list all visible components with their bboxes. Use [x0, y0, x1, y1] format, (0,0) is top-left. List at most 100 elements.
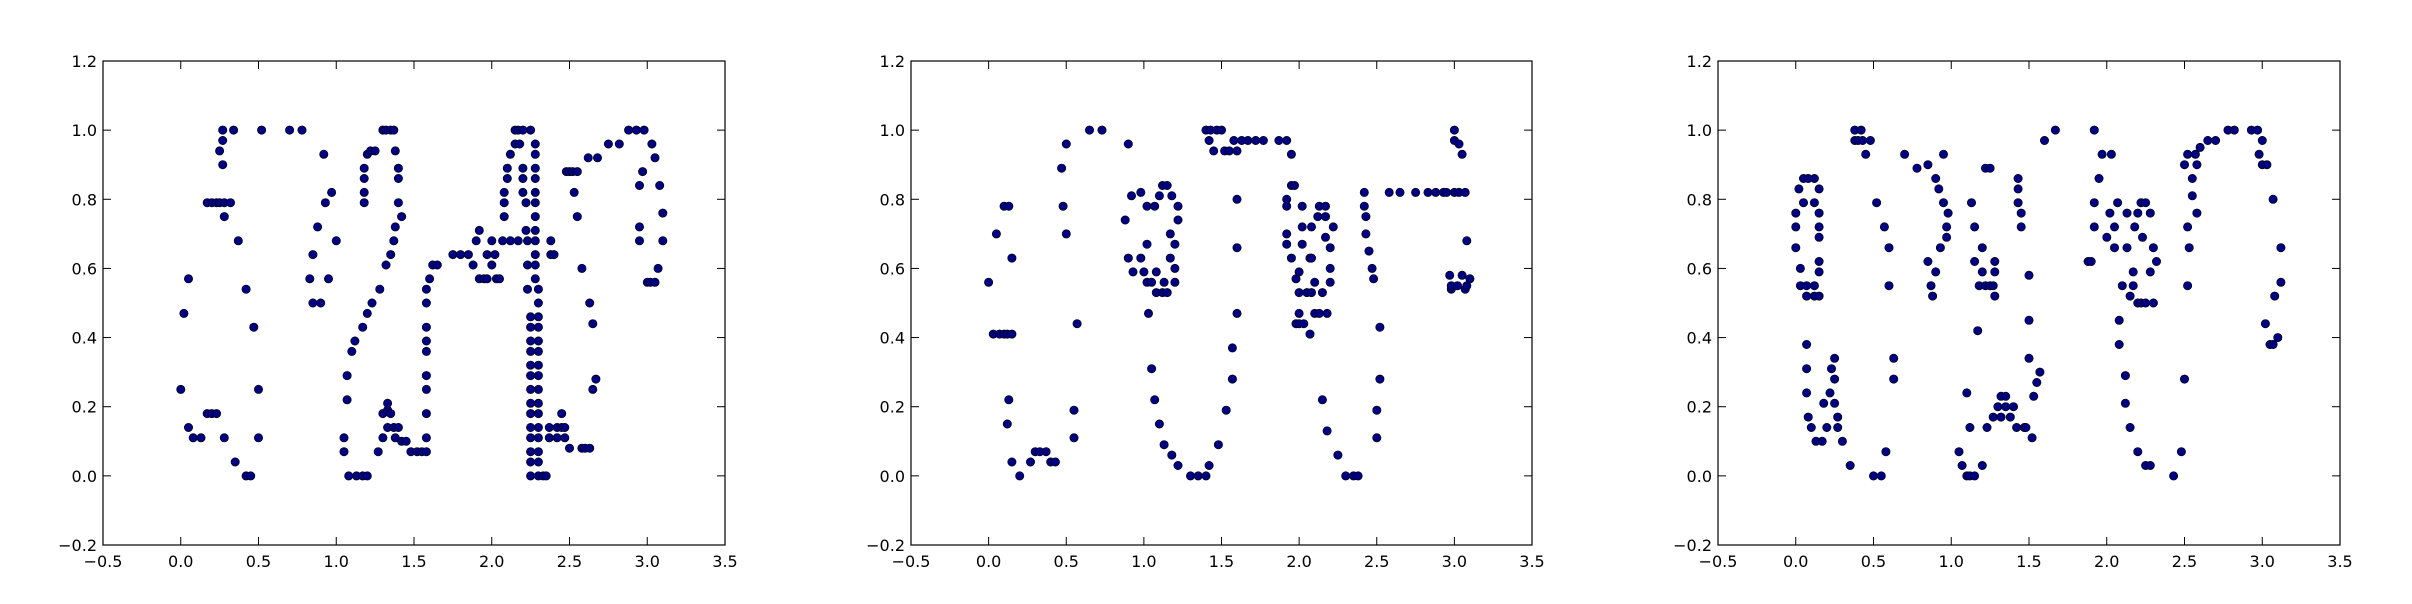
- data-point: [421, 371, 431, 381]
- data-point: [1317, 288, 1327, 298]
- data-point: [1286, 149, 1296, 159]
- data-point: [634, 181, 644, 191]
- data-point: [1861, 149, 1871, 159]
- data-point: [530, 260, 540, 270]
- data-point: [1007, 329, 1017, 339]
- data-point: [2148, 298, 2158, 308]
- data-point: [1809, 174, 1819, 184]
- data-point: [2040, 136, 2050, 146]
- data-point: [2024, 315, 2034, 325]
- y-tick-label: 0.6: [1687, 259, 1712, 278]
- data-point: [530, 163, 540, 173]
- data-point: [1993, 402, 2003, 412]
- y-tick-label: 1.2: [880, 52, 905, 71]
- data-point: [1162, 181, 1172, 191]
- data-point: [2089, 125, 2099, 135]
- data-point: [518, 187, 528, 197]
- data-point: [401, 436, 411, 446]
- data-point: [564, 443, 574, 453]
- data-point: [1136, 253, 1146, 263]
- data-point: [1845, 460, 1855, 470]
- data-point: [624, 125, 634, 135]
- data-point: [518, 125, 528, 135]
- data-point: [2145, 267, 2155, 277]
- data-point: [359, 198, 369, 208]
- data-point: [393, 174, 403, 184]
- data-point: [471, 236, 481, 246]
- data-point: [2141, 198, 2151, 208]
- x-tick-label: 1.5: [1209, 552, 1234, 571]
- data-point: [1814, 232, 1824, 242]
- data-point: [1809, 198, 1819, 208]
- data-point: [533, 409, 543, 419]
- data-point: [226, 198, 236, 208]
- data-point: [1333, 450, 1343, 460]
- data-point: [991, 229, 1001, 239]
- data-point: [591, 374, 601, 384]
- data-point: [518, 174, 528, 184]
- data-point: [592, 153, 602, 163]
- y-tick-label: 1.0: [72, 121, 97, 140]
- data-point: [1454, 139, 1464, 149]
- data-point: [257, 125, 267, 135]
- data-point: [526, 346, 536, 356]
- data-point: [1142, 201, 1152, 211]
- data-point: [1307, 288, 1317, 298]
- x-tick-label: −0.5: [1699, 552, 1738, 571]
- data-point: [1460, 187, 1470, 197]
- points-middle: [984, 125, 1475, 481]
- data-point: [1359, 187, 1369, 197]
- data-point: [533, 346, 543, 356]
- data-point: [526, 360, 536, 370]
- data-point: [1251, 136, 1261, 146]
- data-point: [1791, 243, 1801, 253]
- data-point: [2268, 194, 2278, 204]
- data-point: [2029, 391, 2039, 401]
- data-point: [1061, 139, 1071, 149]
- data-point: [2254, 149, 2264, 159]
- data-point: [1307, 222, 1317, 232]
- data-point: [2130, 222, 2140, 232]
- data-point: [2089, 222, 2099, 232]
- data-point: [468, 260, 478, 270]
- data-point: [1243, 136, 1253, 146]
- data-point: [1123, 139, 1133, 149]
- data-point: [1359, 201, 1369, 211]
- x-tick-label: 2.5: [557, 552, 582, 571]
- data-point: [569, 187, 579, 197]
- data-point: [2032, 377, 2042, 387]
- data-point: [390, 146, 400, 156]
- data-point: [530, 212, 540, 222]
- data-point: [1282, 229, 1292, 239]
- data-point: [358, 322, 368, 332]
- data-point: [1307, 253, 1317, 263]
- data-point: [229, 125, 239, 135]
- data-point: [1865, 136, 1875, 146]
- data-point: [2117, 281, 2127, 291]
- data-point: [1041, 447, 1051, 457]
- data-point: [1457, 270, 1467, 280]
- data-point: [1147, 364, 1157, 374]
- y-tick-label: 0.6: [72, 259, 97, 278]
- data-point: [1814, 222, 1824, 232]
- scatter-plot-left: −0.5 0.0 0.5 1.0 1.5 2.0 2.5 3.0 3.5 −0.2 0.0 0.2 0.…: [58, 52, 738, 571]
- data-point: [530, 198, 540, 208]
- data-point: [2120, 398, 2130, 408]
- data-point: [2094, 174, 2104, 184]
- data-point: [2122, 208, 2132, 218]
- data-point: [505, 149, 515, 159]
- data-point: [1990, 291, 2000, 301]
- data-point: [1982, 422, 1992, 432]
- data-point: [241, 284, 251, 294]
- data-point: [1322, 308, 1332, 318]
- data-point: [526, 433, 536, 443]
- data-point: [1127, 191, 1137, 201]
- data-point: [1977, 243, 1987, 253]
- data-point: [1926, 281, 1936, 291]
- x-tick-label: 1.0: [1939, 552, 1964, 571]
- data-point: [1209, 146, 1219, 156]
- x-tick-label: 2.0: [2094, 552, 2119, 571]
- data-point: [1274, 136, 1284, 146]
- data-point: [1375, 374, 1385, 384]
- data-point: [521, 198, 531, 208]
